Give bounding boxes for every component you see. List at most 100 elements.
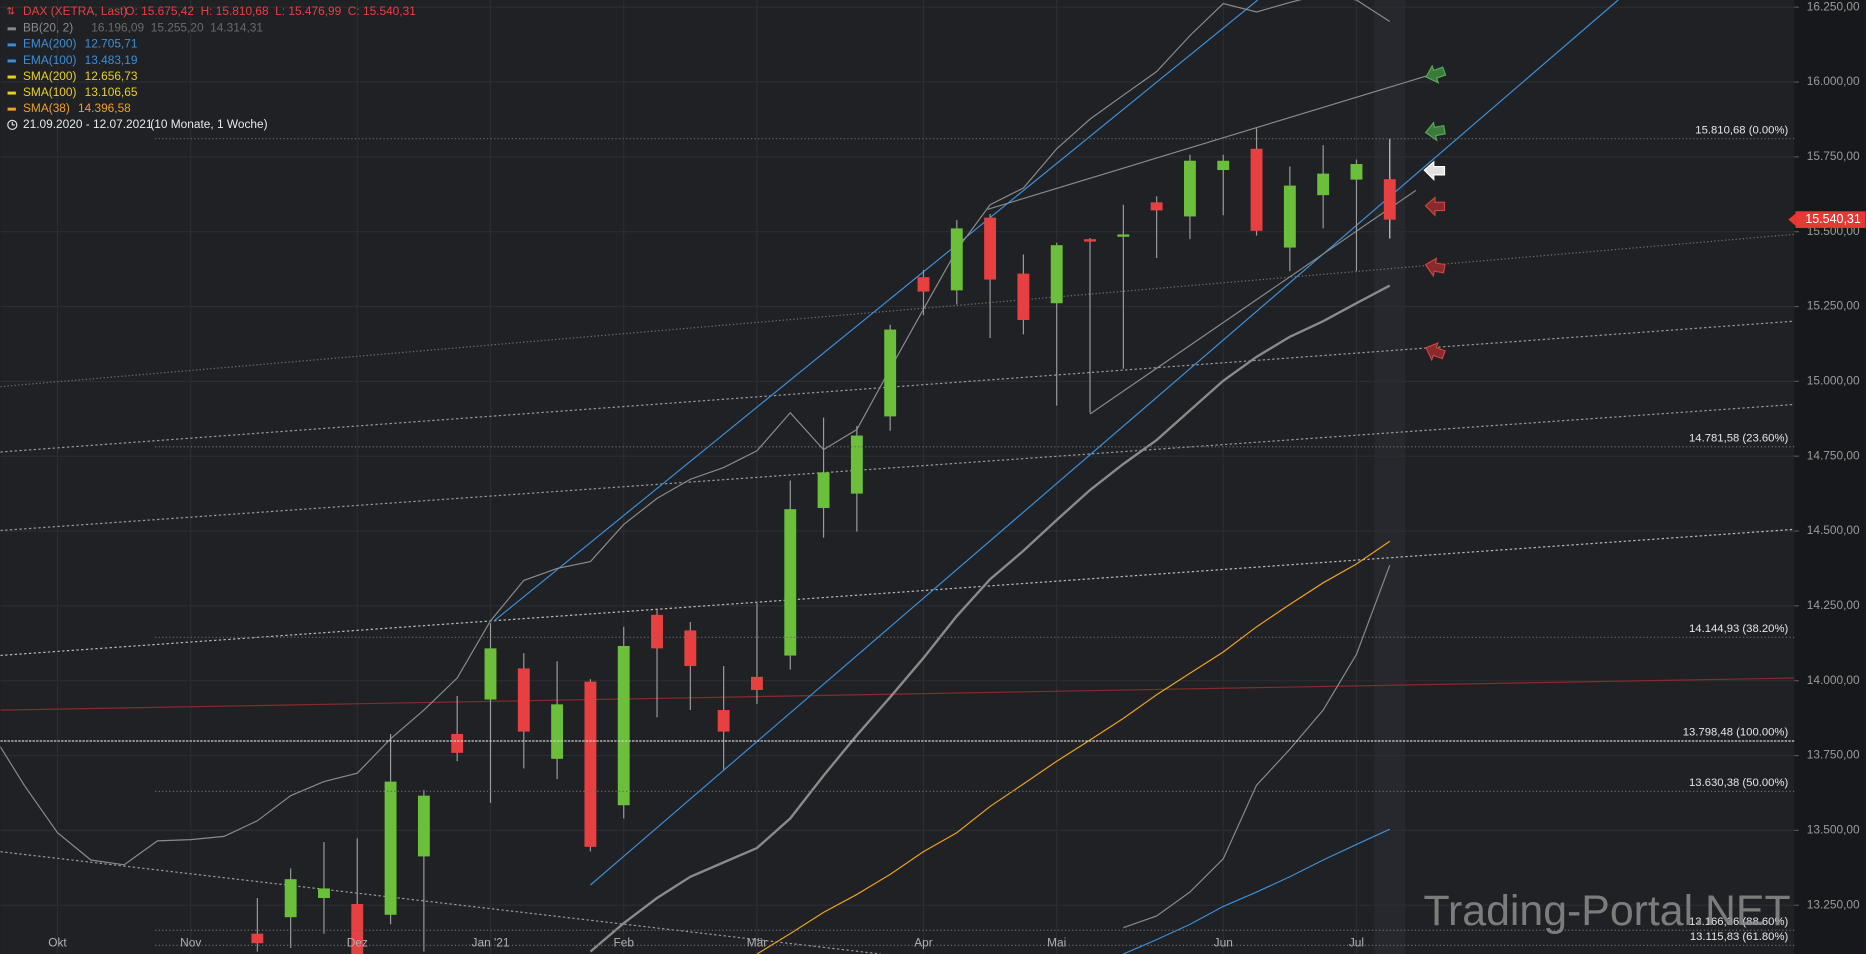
- fibonacci-levels: 15.810,68 (0.00%) 14.781,58 (23.60%) 14.14…: [0, 124, 1795, 946]
- y-tick-label: 14.750,00: [1807, 448, 1860, 462]
- legend-swatch: [7, 27, 16, 31]
- symbol: DAX (XETRA, Last): [23, 4, 127, 18]
- legend-name: EMA(100): [23, 53, 77, 67]
- candle-body: [984, 217, 997, 280]
- candle-body: [617, 645, 630, 806]
- x-tick-label: Jun: [1214, 935, 1233, 949]
- y-tick-label: 13.750,00: [1807, 748, 1860, 762]
- fib-label: 13.798,48 (100.00%): [1683, 727, 1789, 739]
- trendline: [987, 73, 1434, 210]
- fib-label: 14.144,93 (38.20%): [1689, 623, 1788, 635]
- indicators: [0, 0, 1391, 954]
- legend-name: SMA(100): [23, 85, 77, 99]
- indicator-line: [589, 284, 1391, 953]
- watermark: Trading-Portal.NET: [1423, 887, 1790, 935]
- indicator-line: [0, 0, 1391, 866]
- y-tick-label: 15.000,00: [1807, 374, 1860, 388]
- candle-body: [817, 472, 830, 508]
- legend-value: 16.196,09 15.255,20 14.314,31: [91, 21, 263, 35]
- y-tick-label: 13.500,00: [1807, 823, 1860, 837]
- candle-body: [1150, 202, 1163, 211]
- candle-body: [417, 795, 430, 857]
- trendlines: [0, 0, 1795, 954]
- legend-value: 12.656,73: [85, 69, 138, 83]
- y-tick-label: 16.000,00: [1807, 74, 1860, 88]
- last-price-label: 15.540,31: [1805, 212, 1861, 226]
- candle-body: [850, 435, 863, 494]
- legend-swatch: [7, 75, 16, 79]
- symbol-icon: ⇅: [6, 6, 15, 18]
- candle-body: [1084, 239, 1096, 242]
- legend-value: 13.106,65: [85, 85, 138, 99]
- legend-name: SMA(200): [23, 69, 77, 83]
- trendline: [0, 851, 881, 954]
- y-tick-label: 15.250,00: [1807, 299, 1860, 313]
- y-tick-label: 16.250,00: [1807, 0, 1860, 13]
- legend-value: 12.705,71: [85, 37, 138, 51]
- candle-body: [784, 509, 797, 656]
- candle-body: [1283, 185, 1296, 248]
- x-tick-label: Apr: [914, 935, 933, 949]
- arrow: [1425, 342, 1446, 362]
- indicator-line: [1123, 564, 1391, 929]
- candle-body: [1017, 273, 1030, 320]
- arrow: [1424, 257, 1446, 278]
- legend-swatch: [7, 59, 16, 63]
- trendline: [493, 0, 1259, 622]
- axes: 13.250,00 13.500,00 13.750,00 14.000,00 14.2…: [48, 0, 1866, 949]
- legend-value: 14.396,58: [78, 101, 131, 115]
- arrow: [1423, 160, 1446, 182]
- trendline: [1089, 189, 1417, 415]
- trendline: [0, 233, 1795, 388]
- indicator-line: [1123, 828, 1391, 954]
- y-tick-label: 14.500,00: [1807, 523, 1860, 537]
- candle-body: [917, 277, 930, 292]
- last-price-box: [1795, 211, 1866, 228]
- date-range: 21.09.2020 - 12.07.2021: [23, 117, 153, 131]
- arrow: [1424, 196, 1446, 217]
- ohlc: O: 15.675,42 H: 15.810,68 L: 15.476,99 C…: [125, 4, 416, 18]
- candle-body: [1317, 173, 1330, 196]
- candle-body: [884, 329, 897, 417]
- fib-label: 13.630,38 (50.00%): [1689, 777, 1788, 789]
- legend-name: EMA(200): [23, 37, 77, 51]
- candle-body: [751, 676, 763, 690]
- candle-body: [950, 228, 963, 291]
- legend-name: SMA(38): [23, 101, 70, 115]
- fib-label: 13.166,36 (88.60%): [1689, 916, 1788, 928]
- candle-body: [1117, 234, 1130, 237]
- trendline: [0, 320, 1795, 453]
- plot-background: [0, 0, 1794, 954]
- y-tick-label: 14.250,00: [1807, 598, 1860, 612]
- candle-body: [451, 733, 464, 753]
- legend-value: 13.483,19: [85, 53, 138, 67]
- candle-body: [284, 879, 297, 918]
- candle-body: [551, 704, 564, 759]
- x-tick-label: Okt: [48, 935, 67, 949]
- candle-body: [1350, 164, 1363, 180]
- signal-arrows: [1423, 64, 1447, 362]
- legend-name: BB(20, 2): [23, 21, 73, 35]
- y-tick-label: 15.750,00: [1807, 149, 1860, 163]
- fib-label: 14.781,58 (23.60%): [1689, 432, 1788, 444]
- candle-body: [684, 630, 697, 667]
- fib-label: 15.810,68 (0.00%): [1695, 124, 1788, 136]
- legend-swatch: [7, 107, 16, 111]
- indicator-line: [756, 540, 1391, 954]
- x-tick-label: Nov: [180, 935, 201, 949]
- clock-icon: [7, 119, 18, 131]
- clock-icon: [11, 121, 15, 126]
- candle-body: [1217, 160, 1230, 171]
- candle-body: [351, 904, 364, 954]
- candle-body: [1050, 245, 1063, 304]
- legend: ⇅ DAX (XETRA, Last) O: 15.675,42 H: 15.8…: [6, 4, 416, 131]
- arrow: [1424, 121, 1446, 142]
- candle-body: [484, 648, 497, 700]
- x-tick-label: Feb: [613, 935, 634, 949]
- fib-label: 13.115,83 (61.80%): [1690, 931, 1789, 943]
- candle-body: [1183, 160, 1196, 217]
- trendline: [0, 677, 1795, 711]
- candle-body: [717, 710, 730, 732]
- x-tick-label: Mai: [1047, 935, 1066, 949]
